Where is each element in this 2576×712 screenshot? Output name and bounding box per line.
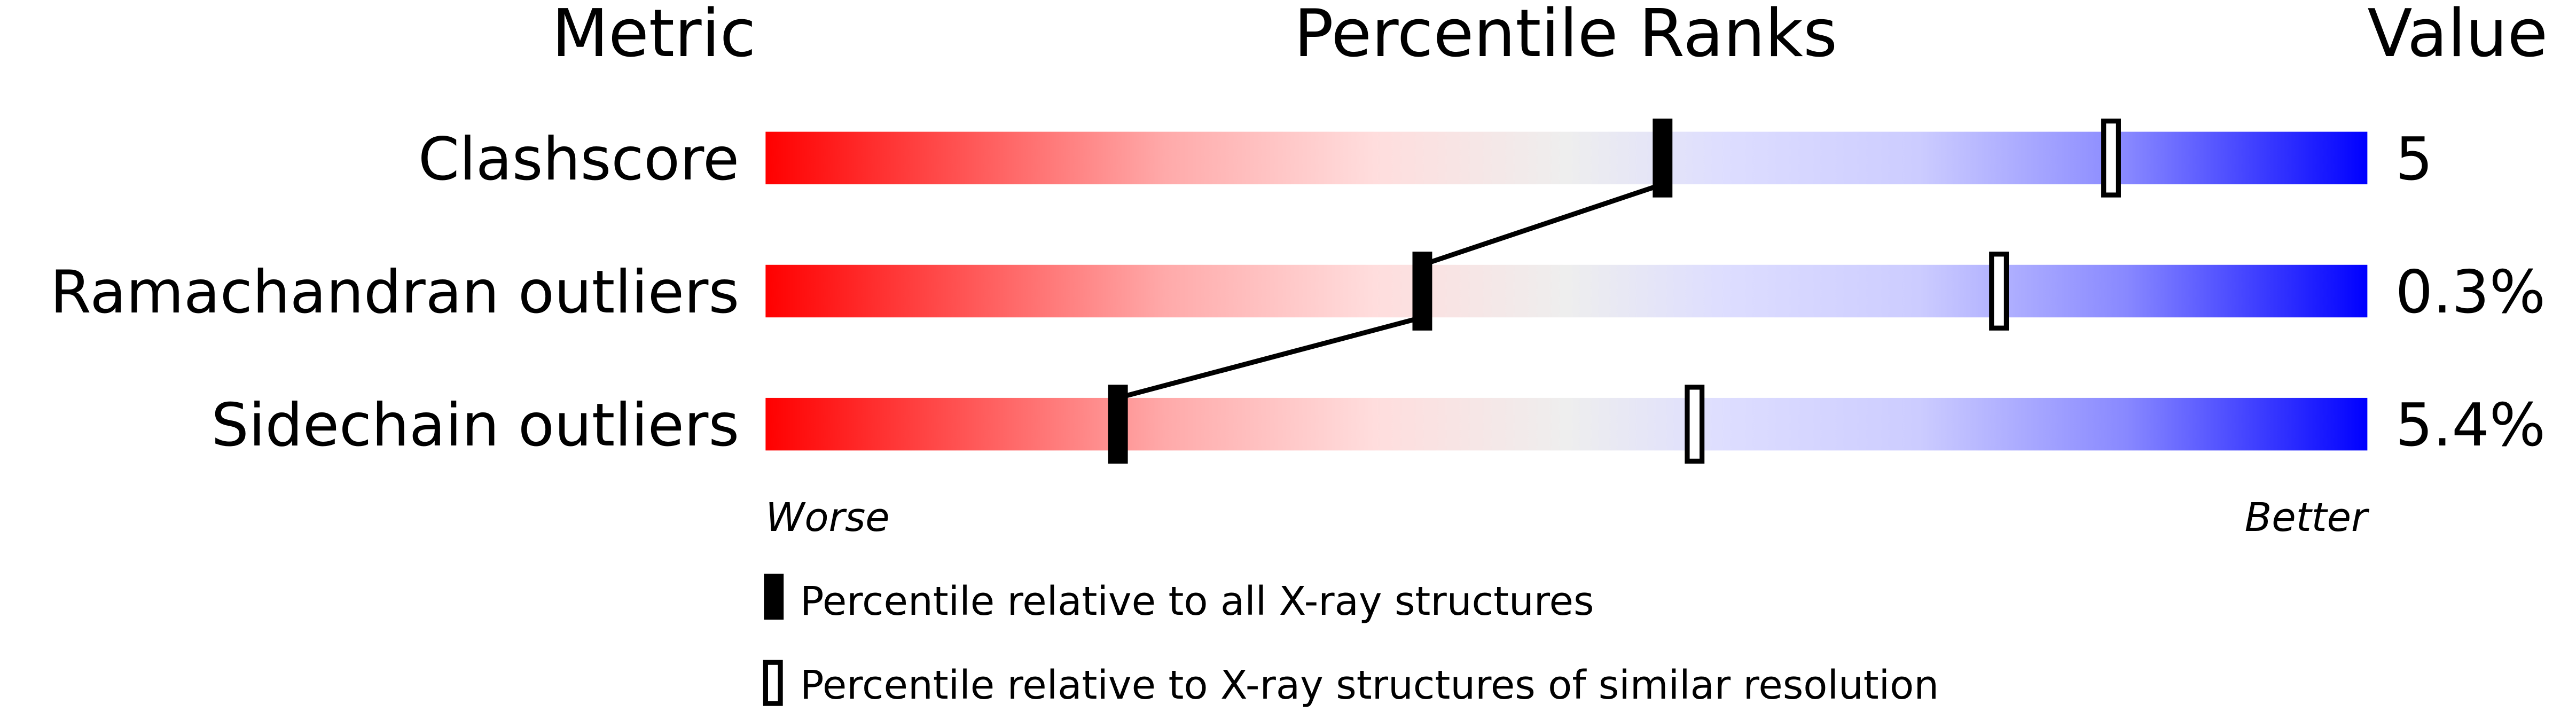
percentile-bar	[765, 264, 2368, 318]
legend-hollow-marker-icon	[763, 660, 783, 706]
header-percentile-ranks: Percentile Ranks	[1294, 0, 1837, 72]
metric-value: 5.4%	[2395, 391, 2546, 460]
metric-label: Clashscore	[418, 125, 739, 194]
connector-line	[1421, 182, 1664, 268]
connector-line	[1117, 315, 1423, 401]
percentile-all-marker	[1412, 252, 1432, 331]
percentile-bar	[765, 397, 2368, 451]
metric-label: Sidechain outliers	[212, 391, 740, 460]
legend-all-label: Percentile relative to all X-ray structu…	[800, 578, 1594, 624]
percentile-all-marker	[1653, 119, 1673, 198]
axis-worse-label: Worse	[765, 495, 889, 541]
legend-similar-label: Percentile relative to X-ray structures …	[800, 662, 1939, 708]
percentile-similar-marker	[2101, 119, 2121, 198]
percentile-similar-marker	[1685, 385, 1705, 464]
percentile-bar	[765, 131, 2368, 185]
metric-label: Ramachandran outliers	[50, 258, 739, 327]
header-value: Value	[2367, 0, 2548, 72]
legend-filled-marker-icon	[764, 574, 784, 620]
metric-value: 0.3%	[2395, 258, 2546, 327]
percentile-all-marker	[1108, 385, 1128, 464]
axis-better-label: Better	[2245, 495, 2370, 541]
header-metric: Metric	[552, 0, 756, 72]
percentile-similar-marker	[1989, 252, 2009, 331]
metric-value: 5	[2395, 125, 2433, 194]
